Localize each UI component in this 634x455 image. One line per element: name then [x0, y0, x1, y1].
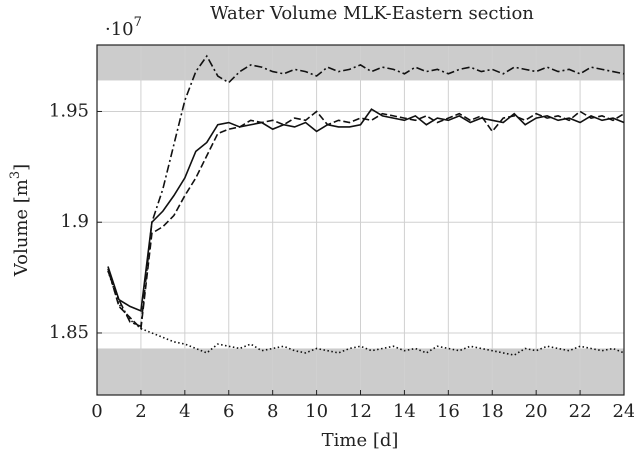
x-axis-label: Time [d]: [322, 430, 399, 451]
y-offset-exponent: 7: [134, 15, 142, 30]
y-tick-label: 1.95: [49, 100, 89, 121]
x-tick-label: 12: [349, 401, 372, 422]
y-offset-base: ·10: [105, 19, 134, 40]
x-tick-label: 24: [613, 401, 634, 422]
x-tick-label: 2: [135, 401, 146, 422]
x-tick-label: 10: [305, 401, 328, 422]
y-axis-label: Volume [m3]: [8, 164, 33, 277]
chart-title: Water Volume MLK-Eastern section: [210, 3, 534, 24]
x-tick-label: 8: [267, 401, 278, 422]
plot-frame: [96, 44, 625, 396]
x-tick-label: 6: [223, 401, 234, 422]
y-label-sup: 3: [8, 171, 23, 179]
x-tick-label: 16: [437, 401, 460, 422]
y-label-end: ]: [11, 164, 32, 171]
y-label-text: Volume [m: [11, 179, 32, 277]
x-tick-label: 0: [91, 401, 102, 422]
y-tick-label: 1.9: [60, 211, 89, 232]
series-line: [107, 270, 625, 356]
x-tick-label: 20: [525, 401, 548, 422]
series-line: [107, 54, 625, 328]
y-offset: ·107: [105, 15, 142, 41]
y-tick-label: 1.85: [49, 322, 89, 343]
x-tick-label: 18: [481, 401, 504, 422]
x-tick-label: 22: [569, 401, 592, 422]
x-tick-label: 4: [179, 401, 190, 422]
series-line: [107, 110, 625, 331]
series-line: [107, 108, 625, 312]
x-tick-label: 14: [393, 401, 416, 422]
